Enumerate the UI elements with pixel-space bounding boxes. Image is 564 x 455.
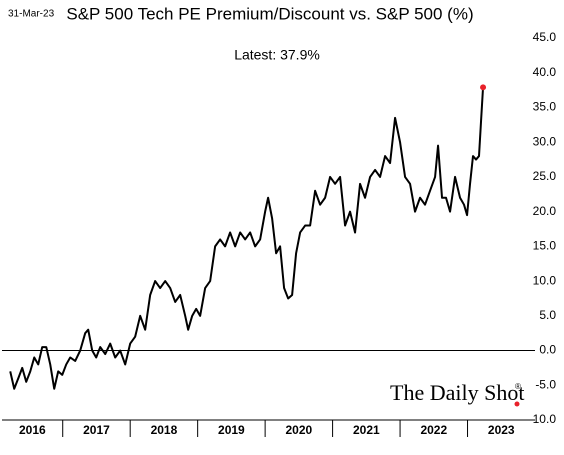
y-tick-label: 5.0	[539, 308, 556, 322]
x-tick-label: 2017	[83, 423, 110, 437]
y-tick-label: 30.0	[533, 134, 557, 148]
y-tick-label: 45.0	[533, 30, 557, 44]
date: 31-Mar-23	[8, 9, 55, 20]
x-tick-label: 2016	[19, 423, 46, 437]
x-tick-label: 2020	[286, 423, 313, 437]
x-tick-label: 2022	[420, 423, 447, 437]
x-tick-label: 2018	[151, 423, 178, 437]
y-tick-label: -10.0	[529, 412, 557, 426]
x-tick-label: 2023	[488, 423, 515, 437]
watermark-dot	[514, 401, 520, 407]
y-tick-label: 35.0	[533, 100, 557, 114]
line	[9, 87, 485, 390]
y-tick-label: 0.0	[539, 343, 556, 357]
y-tick-label: -5.0	[535, 377, 556, 391]
annotation: Latest: 37.9%	[234, 47, 320, 63]
y-tick-label: 15.0	[533, 239, 557, 253]
watermark: The Daily Shot	[390, 380, 524, 405]
y-tick-label: 25.0	[533, 169, 557, 183]
watermark-mark: ®	[515, 382, 521, 391]
x-tick-label: 2019	[218, 423, 245, 437]
y-tick-label: 20.0	[533, 204, 557, 218]
y-tick-label: 10.0	[533, 273, 557, 287]
x-tick-label: 2021	[353, 423, 380, 437]
chart-title: S&P 500 Tech PE Premium/Discount vs. S&P…	[66, 4, 473, 23]
y-tick-label: 40.0	[533, 65, 557, 79]
last-point	[480, 84, 487, 91]
